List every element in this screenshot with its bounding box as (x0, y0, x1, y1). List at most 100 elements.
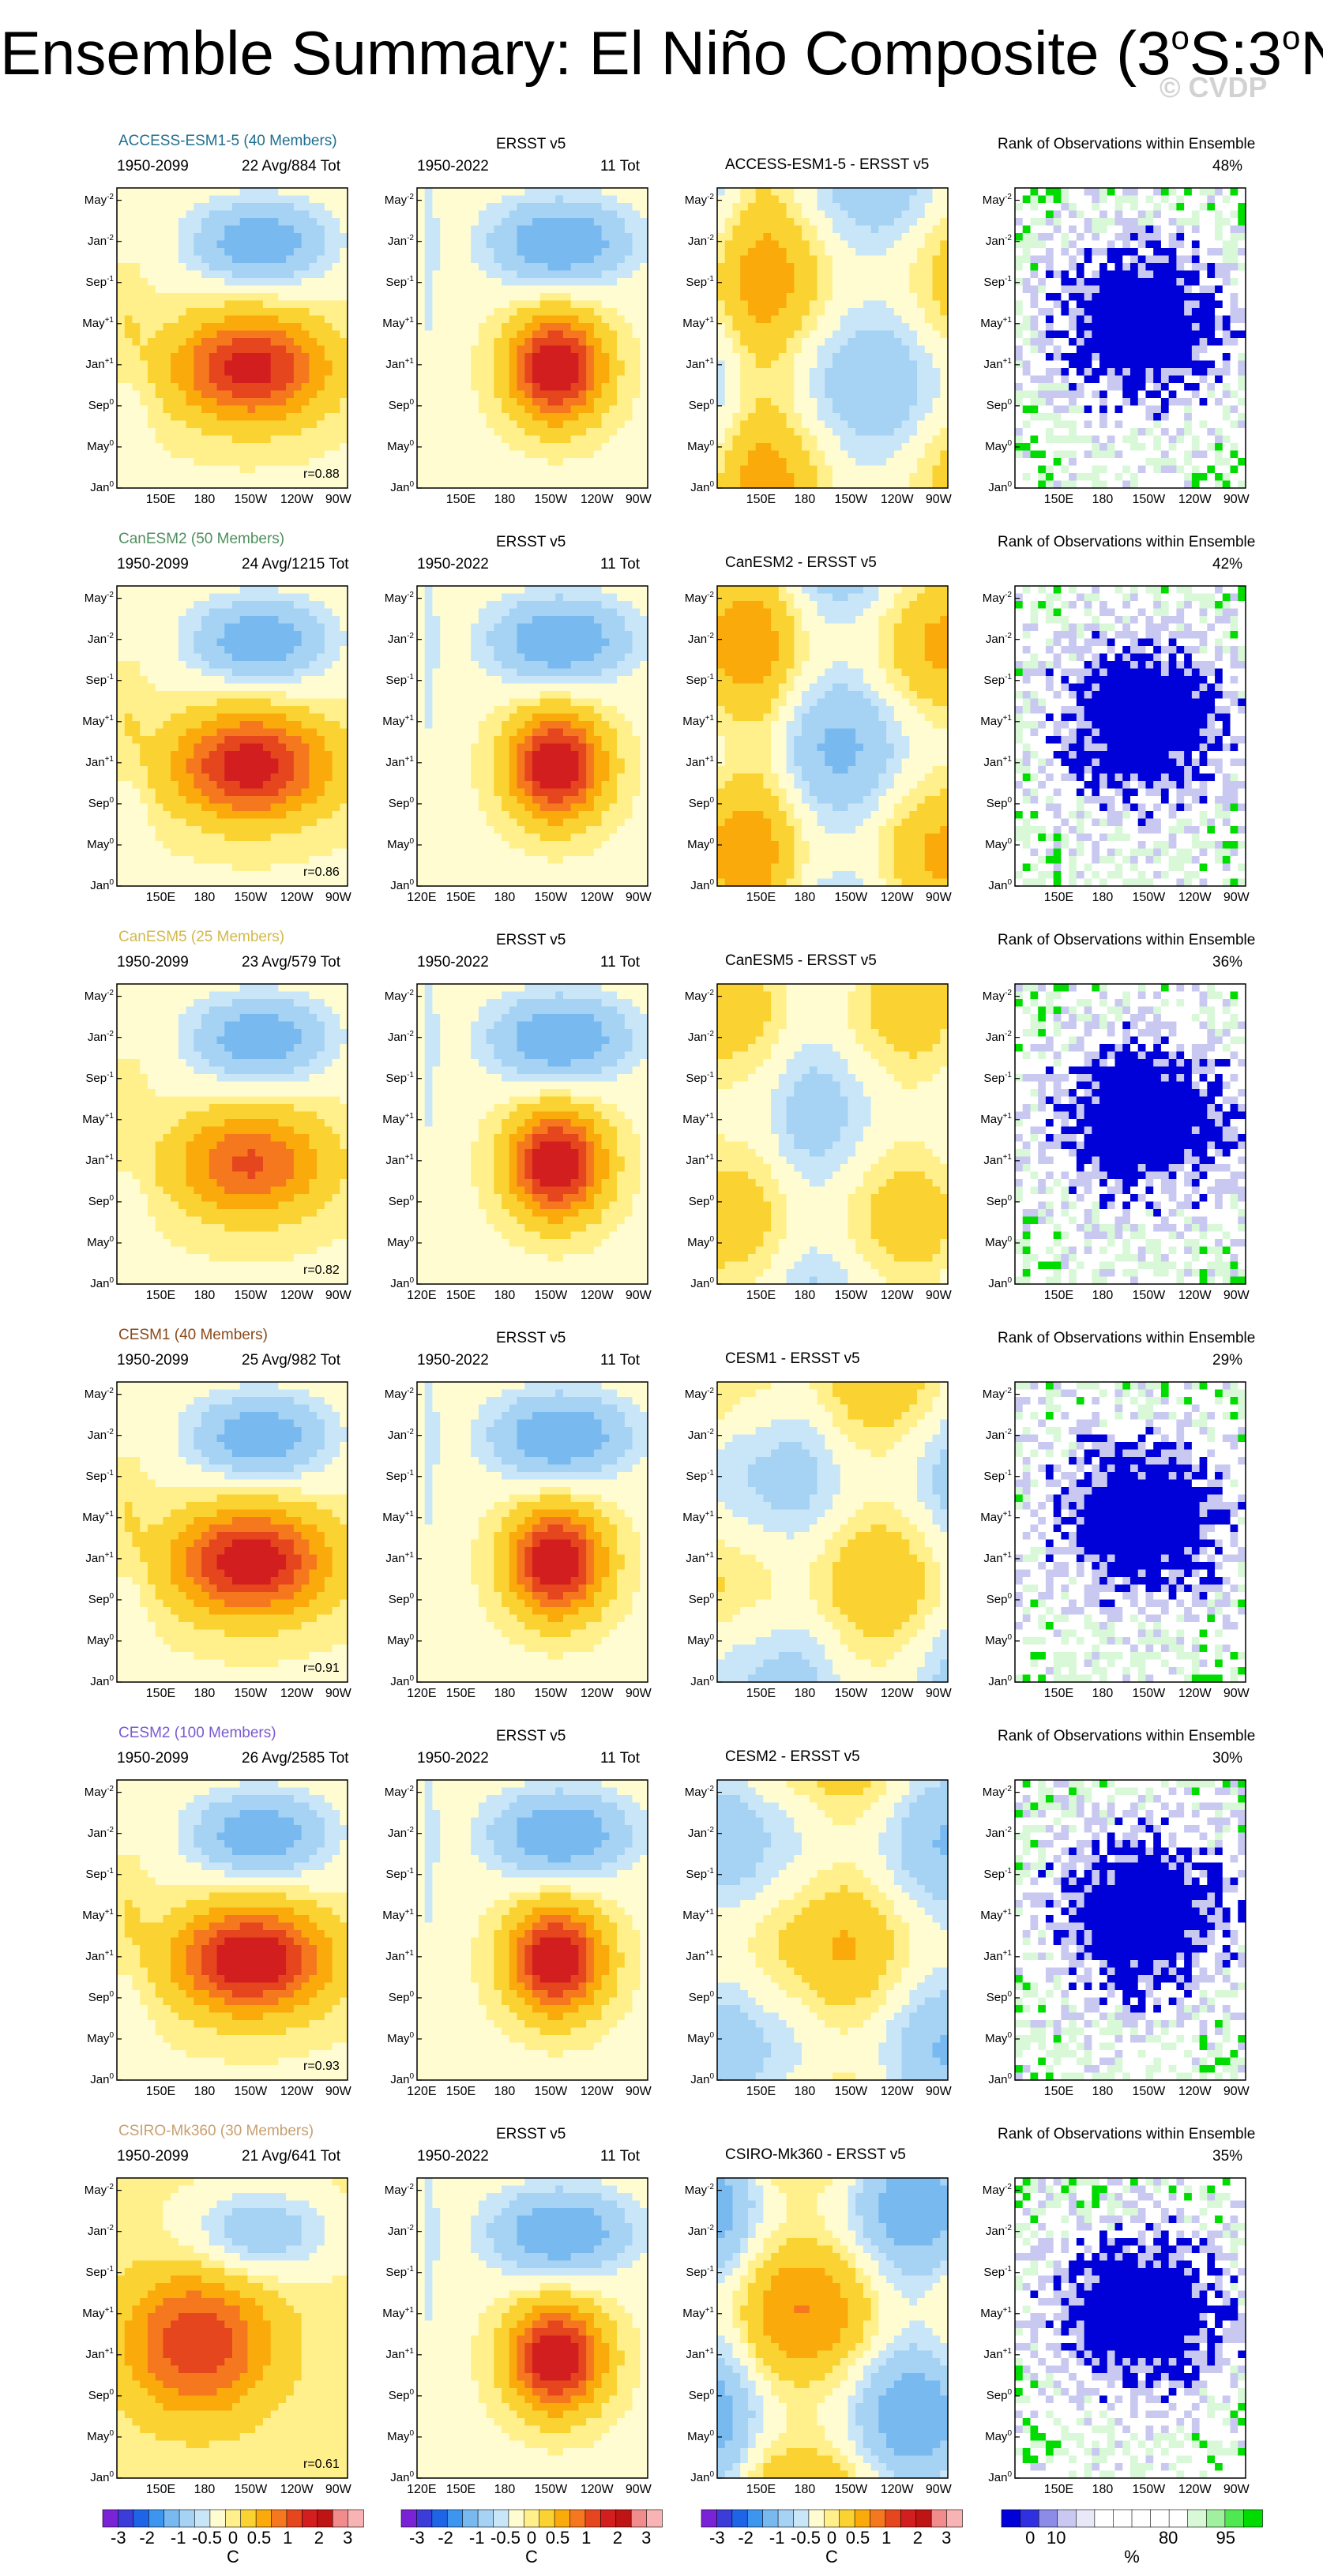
heatmap-cell (293, 195, 303, 204)
heatmap-cell (901, 368, 910, 377)
heatmap-cell (870, 278, 879, 287)
heatmap-cell (901, 473, 910, 482)
heatmap-cell (640, 300, 648, 309)
heatmap-cell (471, 435, 479, 444)
heatmap-cell (601, 240, 610, 249)
heatmap-cell (724, 338, 734, 347)
heatmap-cell (833, 390, 841, 399)
heatmap-cell (840, 473, 849, 482)
heatmap-cell (309, 458, 318, 467)
heatmap-cell (809, 255, 818, 264)
heatmap-cell (778, 225, 787, 234)
heatmap-cell (216, 248, 225, 257)
heatmap-cell (171, 255, 179, 264)
heatmap-cell (632, 218, 641, 227)
heatmap-cell (893, 285, 903, 294)
heatmap-cell (1022, 293, 1032, 302)
heatmap-cell (262, 225, 272, 234)
heatmap-cell (640, 323, 648, 332)
heatmap-cell (1168, 390, 1177, 399)
heatmap-cell (724, 450, 734, 459)
heatmap-cell (524, 323, 533, 332)
heatmap-cell (1076, 353, 1085, 362)
heatmap-cell (601, 360, 610, 369)
heatmap-cell (778, 443, 787, 452)
heatmap-cell (317, 390, 325, 399)
heatmap-cell (124, 398, 133, 407)
heatmap-cell (555, 390, 564, 399)
heatmap-cell (455, 308, 464, 317)
heatmap-cell (717, 308, 726, 317)
heatmap-cell (440, 473, 449, 482)
heatmap-cell (909, 428, 918, 437)
heatmap-cell (1199, 390, 1208, 399)
heatmap-cell (901, 435, 910, 444)
heatmap-cell (1145, 420, 1154, 429)
heatmap-cell (1176, 353, 1185, 362)
heatmap-cell (1215, 338, 1223, 347)
heatmap-cell (825, 315, 833, 324)
heatmap-cell (1176, 420, 1185, 429)
heatmap-cell (455, 218, 464, 227)
heatmap-cell (1030, 330, 1039, 339)
heatmap-cell (1207, 285, 1216, 294)
heatmap-cell (324, 420, 333, 429)
heatmap-cell (494, 323, 502, 332)
heatmap-cell (455, 368, 464, 377)
heatmap-cell (1061, 300, 1069, 309)
heatmap-cell (555, 210, 564, 219)
heatmap-cell (216, 263, 225, 272)
heatmap-cell (1061, 405, 1069, 414)
heatmap-cell (840, 390, 849, 399)
heatmap-cell (562, 390, 572, 399)
heatmap-cell (863, 443, 872, 452)
heatmap-cell (301, 360, 310, 369)
heatmap-cell (1107, 473, 1116, 482)
heatmap-cell (771, 480, 780, 489)
heatmap-cell (524, 263, 533, 272)
heatmap-cell (1215, 293, 1223, 302)
heatmap-cell (1114, 218, 1123, 227)
heatmap-cell (186, 586, 194, 595)
heatmap-cell (886, 458, 895, 467)
heatmap-cell (1092, 210, 1100, 219)
heatmap-cell (471, 368, 479, 377)
heatmap-cell (532, 218, 541, 227)
heatmap-cell (255, 270, 264, 279)
heatmap-cell (286, 195, 295, 204)
heatmap-cell (1238, 360, 1246, 369)
heatmap-cell (886, 293, 895, 302)
heatmap-cell (893, 270, 903, 279)
heatmap-cell (1053, 255, 1062, 264)
heatmap-cell (624, 405, 633, 414)
heatmap-cell (940, 210, 949, 219)
heatmap-cell (1215, 383, 1223, 392)
heatmap-cell (424, 210, 434, 219)
heatmap-cell (517, 218, 525, 227)
heatmap-cell (1238, 338, 1246, 347)
heatmap-cell (1160, 218, 1170, 227)
heatmap-cell (117, 405, 126, 414)
heatmap-cell (432, 390, 441, 399)
heatmap-cell (194, 330, 202, 339)
heatmap-cell (124, 368, 133, 377)
heatmap-cell (1160, 413, 1170, 422)
heatmap-cell (1153, 218, 1162, 227)
heatmap-cell (270, 420, 279, 429)
heatmap-cell (1069, 458, 1077, 467)
heatmap-cell (640, 233, 648, 242)
heatmap-cell (232, 218, 241, 227)
heatmap-cell (1207, 383, 1216, 392)
heatmap-cell (224, 405, 233, 414)
heatmap-cell (901, 338, 910, 347)
heatmap-cell (909, 308, 918, 317)
heatmap-cell (825, 285, 833, 294)
heatmap-cell (578, 225, 587, 234)
heatmap-cell (855, 323, 864, 332)
heatmap-cell (924, 203, 934, 212)
heatmap-cell (909, 420, 918, 429)
heatmap-cell (232, 398, 241, 407)
heatmap-cell (132, 405, 141, 414)
heatmap-cell (1191, 293, 1201, 302)
heatmap-cell (578, 323, 587, 332)
